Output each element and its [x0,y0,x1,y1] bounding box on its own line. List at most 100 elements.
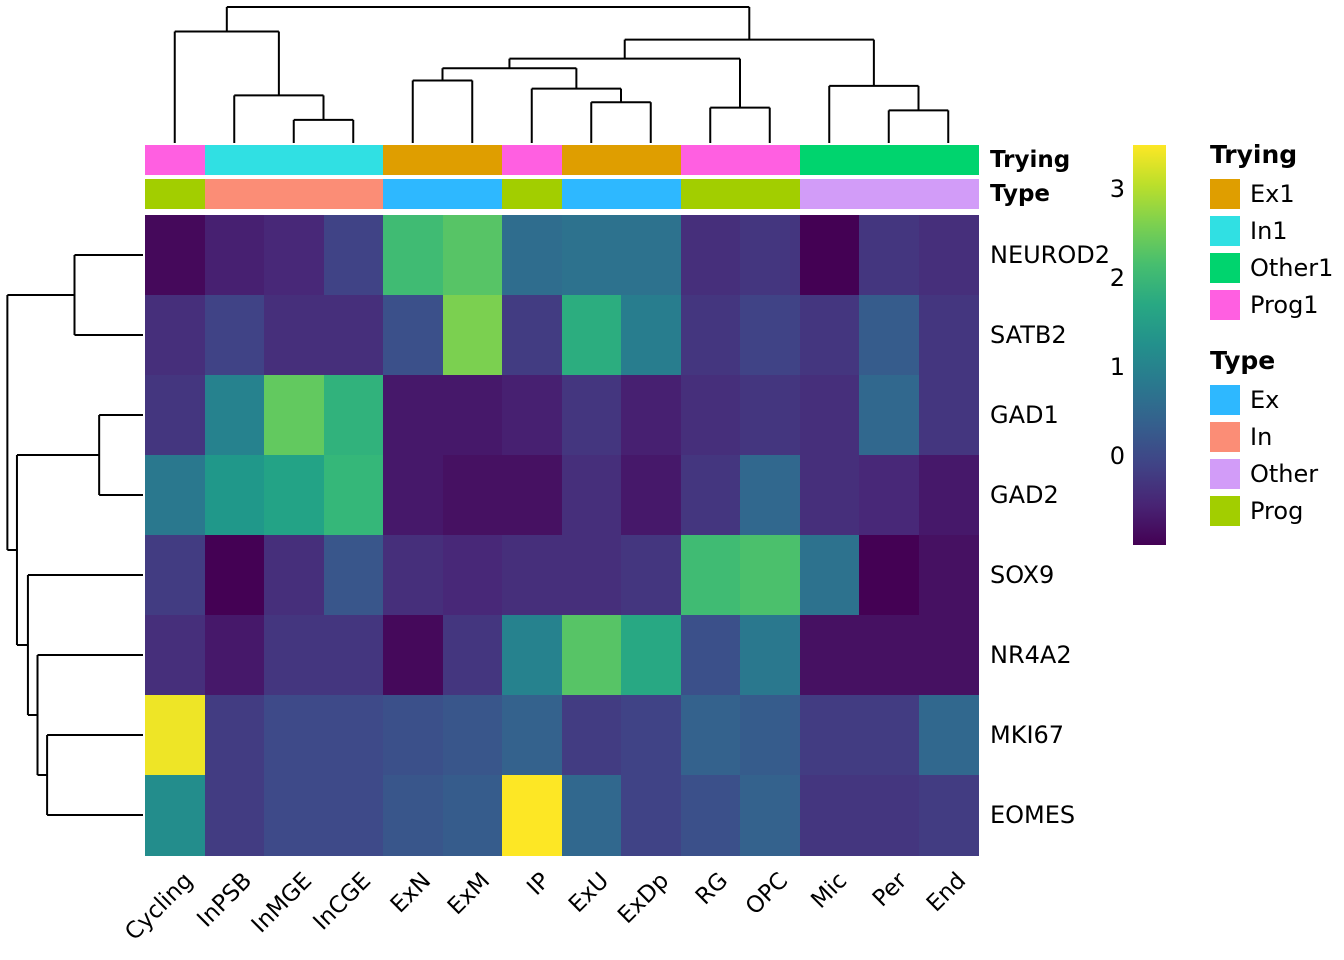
heatmap-cell [918,295,979,376]
heatmap-cell [323,375,384,456]
colorbar [1133,145,1166,545]
heatmap-cell [383,215,444,296]
heatmap-cell [859,615,920,696]
heatmap-cell [680,215,741,296]
heatmap-cell [740,375,801,456]
annotation-segment-In1 [264,145,325,175]
heatmap-cell [383,535,444,616]
annotation-segment-Ex1 [561,145,622,175]
annotation-segment-In [323,179,384,209]
legend-trying: Trying Ex1 In1 Other1 Prog1 [1210,140,1333,320]
heatmap-cell [740,295,801,376]
legend-entry-Other1: Other1 [1210,253,1333,283]
heatmap-cell [680,615,741,696]
row-label-GAD2: GAD2 [990,481,1059,509]
annotation-segment-Other [918,179,979,209]
heatmap-cell [740,215,801,296]
heatmap-cell [442,775,503,856]
heatmap-cell [204,775,265,856]
heatmap-cell [680,535,741,616]
heatmap-cell [859,775,920,856]
heatmap-cell [859,375,920,456]
heatmap-cell [323,295,384,376]
heatmap-cell [502,295,563,376]
annotation-segment-Prog [740,179,801,209]
heatmap-cell [323,615,384,696]
heatmap-cell [561,295,622,376]
annotation-segment-Prog1 [740,145,801,175]
heatmap-cell [561,215,622,296]
annotation-segment-Other [859,179,920,209]
heatmap-cell [502,535,563,616]
legend-label: Ex1 [1250,180,1295,208]
legend-panel: Trying Ex1 In1 Other1 Prog1 Type Ex In Other Prog [1210,140,1333,552]
annotation-segment-Prog1 [502,145,563,175]
heatmap-cell [145,615,206,696]
legend-entry-Other: Other [1210,459,1333,489]
heatmap-cell [264,695,325,776]
heatmap-cell [204,615,265,696]
heatmap-cell [859,295,920,376]
legend-title: Type [1210,346,1276,375]
row-label-EOMES: EOMES [990,801,1076,829]
heatmap-cell [145,375,206,456]
row-label-SOX9: SOX9 [990,561,1055,589]
heatmap-cell [799,535,860,616]
heatmap-cell [442,535,503,616]
heatmap-cell [859,215,920,296]
heatmap-cell [680,775,741,856]
heatmap-cell [621,375,682,456]
legend-swatch-icon [1210,253,1240,283]
legend-label: Prog [1250,497,1304,525]
heatmap-cell [621,535,682,616]
heatmap-cell [561,535,622,616]
heatmap-cell [323,455,384,536]
legend-swatch-icon [1210,459,1240,489]
heatmap-cell [918,775,979,856]
annotation-segment-Prog1 [145,145,206,175]
heatmap-cell [383,615,444,696]
row-label-NR4A2: NR4A2 [990,641,1072,669]
heatmap-cell [859,455,920,536]
annotation-segment-Ex1 [621,145,682,175]
colorbar-tick-0: 0 [1109,442,1125,471]
heatmap-cell [799,455,860,536]
annotation-segment-In1 [204,145,265,175]
colorbar-tick-1: 1 [1109,353,1125,382]
heatmap-cell [740,535,801,616]
row-label-MKI67: MKI67 [990,721,1065,749]
heatmap-cell [383,695,444,776]
heatmap-cell [442,375,503,456]
heatmap-cell [502,695,563,776]
heatmap-cell [561,375,622,456]
heatmap-cell [502,375,563,456]
annotation-segment-Other1 [799,145,860,175]
annotation-segment-Prog [680,179,741,209]
heatmap-cell [799,695,860,776]
heatmap-cell [740,775,801,856]
heatmap-cell [680,295,741,376]
legend-entry-Prog: Prog [1210,496,1333,526]
legend-label: In [1250,423,1273,451]
annotation-segment-Ex [383,179,444,209]
annotation-segment-Ex [561,179,622,209]
heatmap-cell [799,615,860,696]
heatmap-cell [502,455,563,536]
legend-label: Prog1 [1250,291,1319,319]
heatmap-cell [918,615,979,696]
heatmap-cell [918,695,979,776]
legend-entry-Prog1: Prog1 [1210,290,1333,320]
heatmap-cell [323,215,384,296]
heatmap-cell [740,455,801,536]
heatmap-cell [264,375,325,456]
heatmap-cell [799,375,860,456]
heatmap-cell [323,535,384,616]
heatmap-cell [740,695,801,776]
heatmap-cell [442,695,503,776]
heatmap-cell [621,615,682,696]
legend-swatch-icon [1210,216,1240,246]
heatmap-cell [264,295,325,376]
annotation-segment-Ex [442,179,503,209]
